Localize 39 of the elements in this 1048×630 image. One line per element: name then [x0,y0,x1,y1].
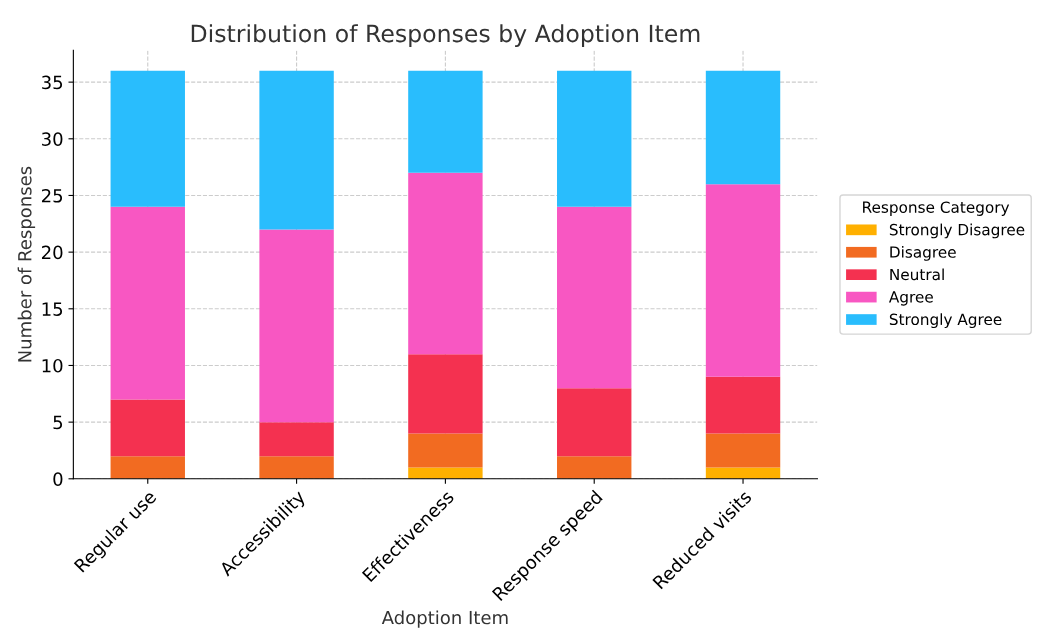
bar [408,172,483,355]
y-axis-title: Number of Responses [17,166,36,362]
bar [557,206,632,389]
bar [259,456,334,479]
legend-label: Strongly Agree [889,313,1002,329]
y-tick-label: 30 [42,132,63,146]
bar [259,229,334,423]
bar [110,206,185,400]
bar [408,70,483,173]
bar [408,354,483,434]
y-tick-label: 5 [53,415,63,430]
y-tick-label: 35 [42,75,63,90]
bar [110,456,185,479]
bar [557,456,632,479]
legend-label: Neutral [890,268,944,281]
chart-title: Distribution of Responses by Adoption Item [191,24,700,47]
bar [705,376,781,434]
legend-label: Agree [888,291,933,306]
bar [259,70,334,230]
bar [705,70,781,185]
bar [557,388,632,457]
legend-title: Response Category [863,201,1010,216]
bar [110,70,185,207]
bar [259,422,334,457]
bar [557,70,632,207]
y-tick-label: 15 [42,302,63,316]
y-tick-label: 10 [42,358,63,373]
legend-label: Disagree [890,245,956,261]
y-tick-label: 0 [53,472,63,486]
x-axis-title: Adoption Item [381,610,508,628]
bar [110,399,185,457]
y-tick-label: 20 [41,245,63,260]
y-tick-label: 25 [41,188,63,203]
bar [705,467,781,479]
bar [408,433,483,468]
bar [705,433,781,468]
bar [705,184,781,377]
legend-label: Strongly Disagree [889,223,1025,239]
bar [408,467,483,479]
